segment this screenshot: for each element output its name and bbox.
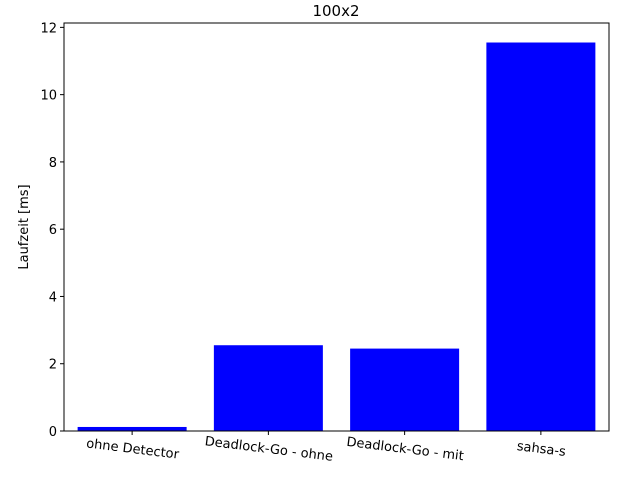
x-axis-ticks: ohne Detector Deadlock-Go - ohne Deadlock-… [85,431,567,465]
y-tick-label-1: 2 [49,358,57,373]
bars-group [77,42,596,431]
bar-0 [77,426,187,431]
y-tick-label-5: 10 [40,89,57,104]
x-tick-label-3: sahsa-s [516,439,567,460]
x-tick-label-2: Deadlock-Go - mit [346,435,465,464]
x-tick-label-1: Deadlock-Go - ohne [204,434,334,465]
plot-frame [63,22,610,432]
y-axis-label: Laufzeit [ms] [17,184,32,269]
y-tick-label-6: 12 [40,21,57,36]
bar-2 [350,348,460,431]
y-tick-label-3: 6 [49,223,57,238]
bar-3 [486,42,596,431]
y-axis-ticks: 0 2 4 6 8 10 12 [40,21,64,440]
y-tick-label-2: 4 [49,290,57,305]
chart-title: 100x2 [312,2,359,20]
x-tick-label-0: ohne Detector [85,436,180,462]
bar-1 [213,345,323,431]
y-tick-label-4: 8 [49,156,57,171]
y-tick-label-0: 0 [49,425,57,440]
